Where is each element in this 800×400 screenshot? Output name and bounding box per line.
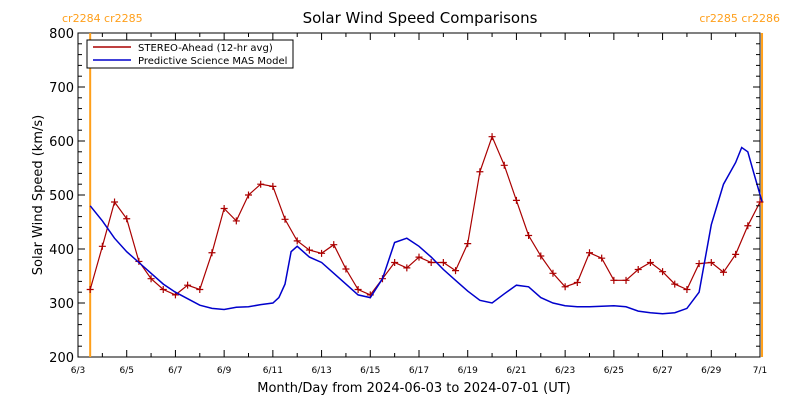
data-point-stereo — [500, 161, 508, 169]
data-point-stereo — [719, 268, 727, 276]
data-point-stereo — [342, 265, 350, 273]
data-point-stereo — [452, 267, 460, 275]
data-point-stereo — [305, 246, 313, 254]
data-point-stereo — [537, 252, 545, 260]
data-point-stereo — [549, 269, 557, 277]
data-point-stereo — [391, 259, 399, 266]
data-point-stereo — [488, 133, 496, 141]
data-point-stereo — [415, 253, 423, 261]
y-tick-label: 500 — [49, 189, 74, 204]
data-point-stereo — [269, 182, 277, 190]
data-point-stereo — [732, 250, 740, 258]
data-point-stereo — [208, 249, 216, 257]
data-point-stereo — [159, 286, 167, 293]
y-axis-label: Solar Wind Speed (km/s) — [31, 115, 46, 275]
data-point-stereo — [634, 266, 642, 274]
series-line-mas — [89, 146, 763, 315]
data-point-stereo — [659, 268, 667, 276]
x-tick-label: 6/13 — [311, 366, 331, 376]
x-axis-label: Month/Day from 2024-06-03 to 2024-07-01 … — [257, 381, 570, 396]
data-point-stereo — [427, 259, 435, 266]
data-point-stereo — [403, 264, 411, 272]
carrington-label-left: cr2284 cr2285 — [62, 12, 143, 25]
x-tick-label: 6/29 — [701, 366, 721, 376]
chart-title: Solar Wind Speed Comparisons — [303, 9, 538, 27]
data-point-stereo — [293, 237, 301, 245]
carrington-label-right: cr2285 cr2286 — [699, 12, 780, 25]
data-point-stereo — [318, 249, 326, 257]
data-point-stereo — [586, 249, 593, 257]
x-tick-label: 6/19 — [458, 366, 478, 376]
x-tick-label: 6/9 — [217, 366, 232, 376]
data-point-stereo — [220, 205, 228, 212]
x-tick-label: 6/21 — [506, 366, 526, 376]
x-tick-label: 7/1 — [753, 366, 767, 376]
data-point-stereo — [184, 281, 192, 289]
x-tick-label: 6/23 — [555, 366, 575, 376]
legend: STEREO-Ahead (12-hr avg) Predictive Scie… — [86, 39, 294, 69]
data-point-stereo — [610, 276, 618, 284]
x-tick-label: 6/15 — [360, 366, 380, 376]
y-tick-label: 600 — [49, 135, 74, 150]
series-layer — [86, 133, 764, 315]
data-point-stereo — [646, 259, 654, 266]
y-tick-label: 200 — [49, 351, 74, 366]
data-point-stereo — [622, 276, 630, 284]
x-tick-label: 6/17 — [409, 366, 429, 376]
carrington-marker-layer — [89, 33, 764, 357]
data-point-stereo — [147, 275, 155, 283]
data-point-stereo — [123, 215, 131, 223]
data-point-stereo — [671, 280, 679, 288]
data-point-stereo — [86, 286, 94, 293]
ticks-layer: 6/3 6/5 6/7 6/9 6/11 6/13 6/15 6/17 6/19 6/21 6/23… — [49, 27, 767, 376]
data-point-stereo — [196, 286, 204, 293]
data-point-stereo — [232, 217, 240, 225]
y-tick-label: 700 — [49, 81, 74, 96]
x-tick-label: 6/11 — [263, 366, 283, 376]
data-point-stereo — [245, 191, 252, 199]
data-point-stereo — [695, 260, 703, 268]
data-point-stereo — [257, 180, 265, 188]
legend-label-mas: Predictive Science MAS Model — [138, 56, 287, 67]
x-tick-label: 6/27 — [652, 366, 672, 376]
legend-label-stereo: STEREO-Ahead (12-hr avg) — [138, 43, 273, 54]
data-point-stereo — [98, 242, 106, 250]
y-tick-label: 300 — [49, 297, 74, 312]
data-point-stereo — [561, 283, 569, 291]
data-point-stereo — [512, 196, 520, 204]
data-point-stereo — [598, 254, 606, 262]
data-point-stereo — [439, 259, 447, 266]
data-point-stereo — [683, 286, 691, 293]
x-tick-label: 6/25 — [604, 366, 624, 376]
data-point-stereo — [330, 241, 338, 249]
x-tick-label: 6/3 — [71, 366, 85, 376]
data-point-stereo — [354, 286, 362, 293]
data-point-stereo — [111, 198, 119, 206]
data-point-stereo — [281, 215, 289, 223]
legend-box — [86, 39, 294, 69]
series-line-stereo — [89, 135, 761, 296]
data-point-stereo — [476, 168, 484, 176]
x-tick-label: 6/5 — [119, 366, 133, 376]
x-tick-label: 6/7 — [168, 366, 182, 376]
data-point-stereo — [707, 259, 715, 266]
data-point-stereo — [573, 278, 581, 286]
y-tick-label: 400 — [49, 243, 74, 258]
y-tick-label: 800 — [49, 27, 74, 42]
data-point-stereo — [464, 240, 472, 248]
data-point-stereo — [744, 222, 752, 230]
data-point-stereo — [756, 198, 764, 206]
data-point-stereo — [525, 232, 533, 239]
